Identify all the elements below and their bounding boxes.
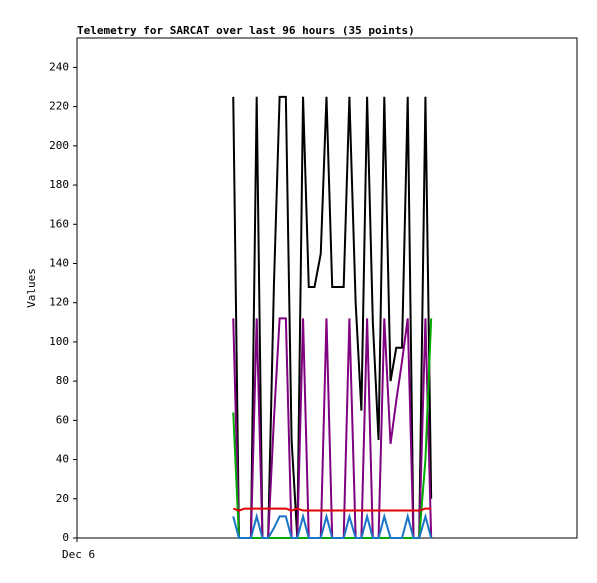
y-tick-label: 160 — [49, 217, 69, 230]
y-tick-label: 80 — [56, 374, 69, 387]
chart-title: Telemetry for SARCAT over last 96 hours … — [77, 24, 415, 37]
y-tick-label: 220 — [49, 100, 69, 113]
y-tick-label: 60 — [56, 413, 69, 426]
y-tick-label: 0 — [62, 531, 69, 544]
y-tick-label: 20 — [56, 492, 69, 505]
y-tick-label: 140 — [49, 256, 69, 269]
y-axis-label: Values — [25, 268, 38, 308]
y-tick-label: 240 — [49, 60, 69, 73]
series-line — [232, 95, 433, 539]
y-tick-label: 120 — [49, 296, 69, 309]
y-tick-label: 100 — [49, 335, 69, 348]
y-tick-label: 40 — [56, 453, 69, 466]
y-tick-label: 180 — [49, 178, 69, 191]
y-tick-label: 200 — [49, 139, 69, 152]
x-tick-label: Dec 6 — [62, 548, 95, 561]
series-line — [232, 507, 432, 512]
series-line — [232, 512, 433, 539]
